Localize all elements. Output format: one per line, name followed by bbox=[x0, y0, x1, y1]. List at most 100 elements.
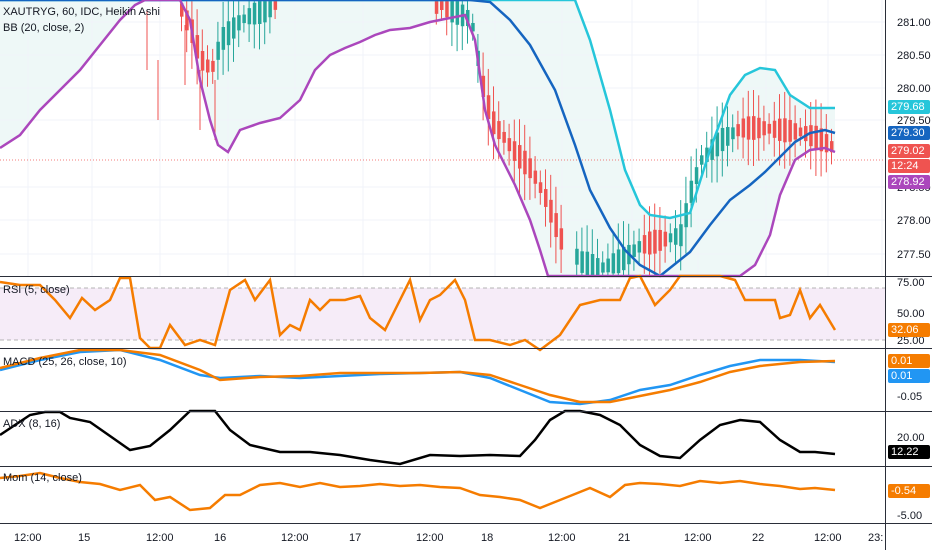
time-tick: 15 bbox=[78, 532, 90, 544]
price-tick: 280.50 bbox=[897, 50, 931, 62]
candle-body bbox=[268, 0, 272, 18]
candle-body bbox=[538, 182, 543, 193]
macd-value-tag: 0.01 bbox=[888, 369, 930, 383]
candle-body bbox=[492, 111, 496, 135]
time-tick: 12:00 bbox=[14, 532, 42, 544]
candle-body bbox=[819, 128, 824, 152]
adx-pane[interactable] bbox=[0, 409, 836, 466]
candle-body bbox=[533, 170, 538, 184]
candle-body bbox=[258, 0, 262, 24]
mom-value-tag: -0.54 bbox=[888, 484, 930, 498]
candle-body bbox=[804, 126, 808, 142]
candle-body bbox=[512, 141, 517, 161]
chart-title: XAUTRYG, 60, IDC, Heikin Ashi bbox=[3, 6, 160, 18]
bb-basis-tag: 279.30 bbox=[888, 126, 930, 140]
candle-body bbox=[242, 14, 246, 24]
macd-signal-tag: 0.01 bbox=[888, 354, 930, 368]
candle-body bbox=[575, 248, 579, 265]
rsi-band bbox=[0, 288, 885, 340]
bb-indicator-label[interactable]: BB (20, close, 2) bbox=[3, 22, 85, 34]
candle-body bbox=[726, 127, 730, 146]
candle-body bbox=[700, 155, 704, 165]
candle-body bbox=[528, 158, 532, 179]
candle-body bbox=[180, 3, 184, 17]
candle-body bbox=[486, 95, 491, 120]
candle-body bbox=[622, 246, 626, 271]
price-tick: 279.50 bbox=[897, 115, 931, 127]
candle-body bbox=[434, 0, 439, 14]
candle-body bbox=[440, 0, 444, 10]
macd-label[interactable]: MACD (25, 26, close, 10) bbox=[3, 356, 127, 368]
candle-body bbox=[585, 251, 590, 276]
candle-body bbox=[772, 120, 777, 138]
candle-body bbox=[705, 147, 709, 162]
macd-signal-line bbox=[0, 348, 836, 404]
candle-body bbox=[783, 118, 787, 143]
indicator-tick: -5.00 bbox=[897, 510, 922, 522]
time-tick: 12:00 bbox=[146, 532, 174, 544]
candle-body bbox=[752, 116, 756, 140]
candle-body bbox=[663, 231, 668, 247]
rsi-label[interactable]: RSI (5, close) bbox=[3, 284, 70, 296]
candle-body bbox=[793, 123, 798, 140]
candle-body bbox=[788, 119, 792, 142]
candle-body bbox=[767, 123, 772, 134]
candle-body bbox=[606, 258, 610, 273]
candle-body bbox=[497, 121, 501, 140]
price-scale[interactable]: 281.00280.50280.00279.50278.50278.00277.… bbox=[897, 17, 931, 522]
candle-body bbox=[237, 15, 241, 31]
candle-body bbox=[580, 251, 584, 273]
indicator-tick: 20.00 bbox=[897, 432, 925, 444]
candle-body bbox=[694, 167, 699, 185]
candle-body bbox=[590, 254, 595, 277]
candle-body bbox=[226, 21, 231, 46]
price-pane[interactable] bbox=[0, 0, 885, 278]
candle-body bbox=[455, 0, 460, 25]
rsi-pane[interactable] bbox=[0, 274, 885, 352]
candle-body bbox=[481, 75, 486, 97]
candle-body bbox=[518, 145, 522, 169]
time-tick: 12:00 bbox=[416, 532, 444, 544]
candles[interactable] bbox=[146, 0, 834, 277]
time-tick: 23: bbox=[868, 532, 883, 544]
macd-pane[interactable] bbox=[0, 348, 836, 406]
candle-body bbox=[252, 2, 257, 25]
candle-body bbox=[668, 233, 673, 243]
time-tick: 12:00 bbox=[548, 532, 576, 544]
bb-lower-tag: 278.92 bbox=[888, 175, 930, 189]
last-price-tag: 279.02 bbox=[888, 144, 930, 158]
candle-body bbox=[221, 26, 226, 50]
candle-body bbox=[450, 0, 454, 23]
candle-body bbox=[762, 121, 766, 136]
price-tick: 277.50 bbox=[897, 249, 931, 261]
time-tick: 22 bbox=[752, 532, 764, 544]
indicator-tick: 50.00 bbox=[897, 308, 925, 320]
adx-label[interactable]: ADX (8, 16) bbox=[3, 418, 61, 430]
mom-label[interactable]: Mom (14, close) bbox=[3, 472, 82, 484]
candle-body bbox=[658, 229, 662, 251]
candle-body bbox=[466, 9, 470, 27]
candle-body bbox=[273, 0, 278, 10]
candle-body bbox=[211, 60, 215, 72]
candle-body bbox=[549, 199, 553, 223]
candle-body bbox=[798, 127, 803, 137]
candle-body bbox=[596, 258, 600, 276]
candle-body bbox=[715, 132, 720, 157]
candle-body bbox=[185, 10, 189, 31]
candle-body bbox=[507, 138, 512, 152]
bb-basis-line bbox=[0, 0, 836, 278]
candle-body bbox=[648, 231, 652, 255]
candle-body bbox=[757, 117, 761, 139]
candle-body bbox=[674, 228, 678, 245]
time-axis[interactable]: 12:00 15 12:00 16 12:00 17 12:00 18 12:00 21 12:00… bbox=[14, 532, 883, 544]
mom-pane[interactable] bbox=[0, 471, 836, 512]
indicator-tick: 75.00 bbox=[897, 277, 925, 289]
candle-body bbox=[263, 0, 267, 23]
candle-body bbox=[830, 141, 834, 153]
price-tick: 278.00 bbox=[897, 215, 931, 227]
candle-body bbox=[523, 150, 527, 175]
candle-body bbox=[471, 22, 475, 32]
candle-body bbox=[731, 127, 735, 140]
indicator-tick: -0.05 bbox=[897, 391, 922, 403]
